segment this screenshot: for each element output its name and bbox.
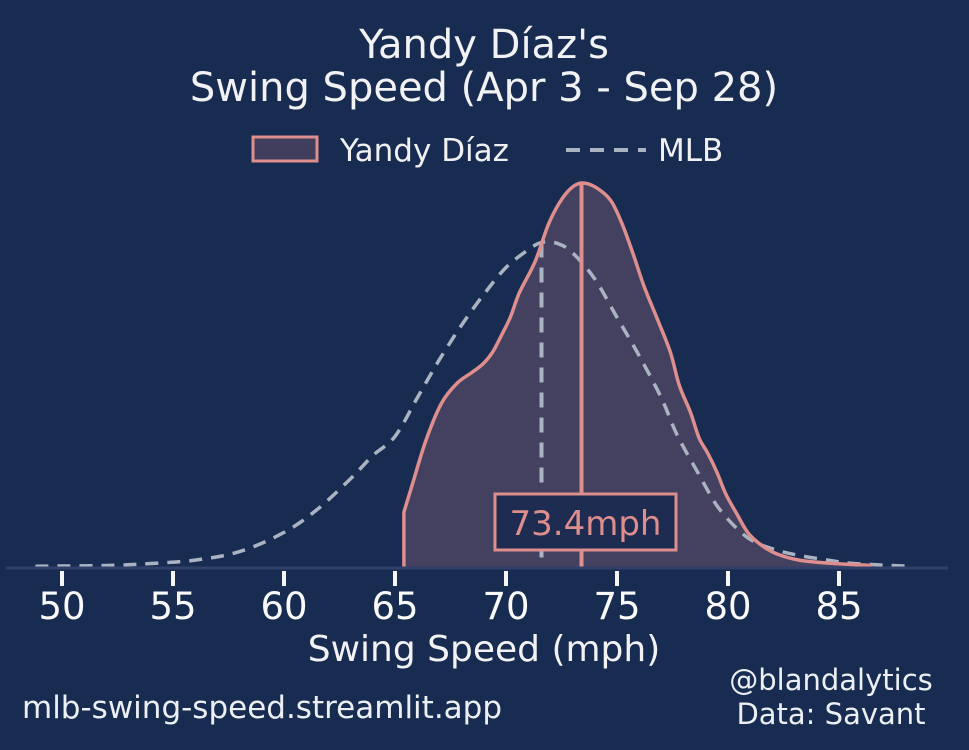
legend: Yandy Díaz MLB bbox=[251, 133, 723, 169]
chart-title-line2: Swing Speed (Apr 3 - Sep 28) bbox=[190, 65, 778, 111]
median-annotation-label: 73.4mph bbox=[510, 504, 662, 544]
x-tick-label: 70 bbox=[482, 585, 529, 628]
legend-player-swatch bbox=[251, 135, 319, 163]
x-axis-ticks bbox=[60, 571, 841, 586]
credit-handle: @blandalytics bbox=[729, 663, 933, 697]
median-annotation: 73.4mph bbox=[493, 492, 678, 552]
chart-title-line1: Yandy Díaz's bbox=[358, 22, 609, 68]
x-tick-label: 50 bbox=[38, 585, 85, 628]
x-tick-label: 65 bbox=[371, 585, 418, 628]
median-annotation-box bbox=[493, 492, 678, 552]
x-axis-tick-labels: 50 55 60 65 70 75 80 85 bbox=[38, 585, 862, 628]
x-tick-label: 75 bbox=[593, 585, 640, 628]
x-tick-label: 85 bbox=[815, 585, 862, 628]
player-density-curve bbox=[402, 181, 873, 568]
x-tick-label: 55 bbox=[149, 585, 196, 628]
credit-source: Data: Savant bbox=[736, 697, 925, 731]
legend-player-label: Yandy Díaz bbox=[339, 133, 509, 169]
player-density-fill bbox=[403, 182, 873, 567]
x-tick-label: 60 bbox=[260, 585, 307, 628]
legend-league-label: MLB bbox=[658, 133, 723, 169]
x-axis-label: Swing Speed (mph) bbox=[308, 629, 661, 670]
x-tick-label: 80 bbox=[704, 585, 751, 628]
footer-site-text: mlb-swing-speed.streamlit.app bbox=[22, 690, 502, 726]
